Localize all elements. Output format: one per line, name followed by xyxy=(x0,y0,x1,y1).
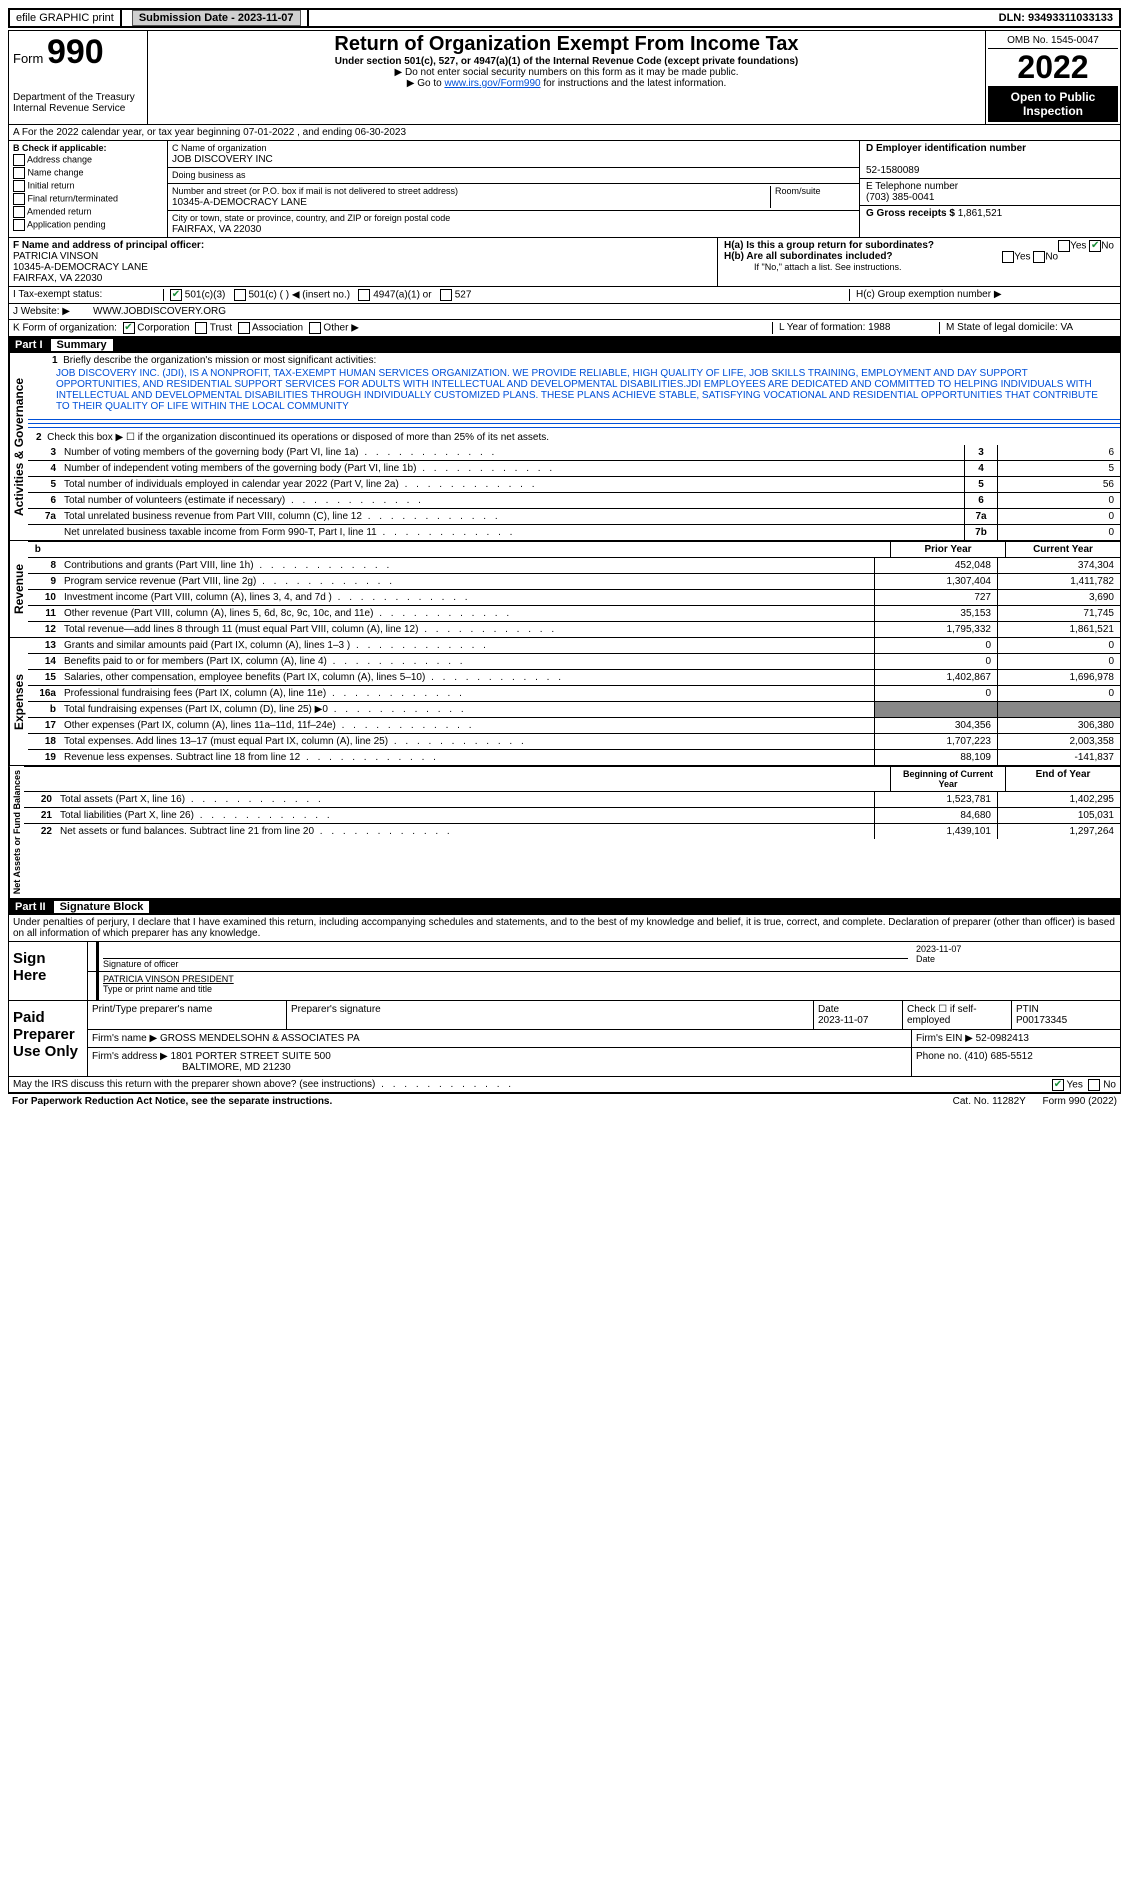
period-row: A For the 2022 calendar year, or tax yea… xyxy=(9,125,1120,141)
main-title: Return of Organization Exempt From Incom… xyxy=(152,33,981,56)
form-container: Form 990 Department of the Treasury Inte… xyxy=(8,30,1121,1094)
vlabel-revenue: Revenue xyxy=(9,541,28,637)
topbar: efile GRAPHIC print Submission Date - 20… xyxy=(8,8,1121,28)
dln-label: DLN: 93493311033133 xyxy=(993,10,1119,26)
box-c: C Name of organizationJOB DISCOVERY INC … xyxy=(168,141,859,237)
vlabel-netassets: Net Assets or Fund Balances xyxy=(9,766,24,898)
submission-date-button[interactable]: Submission Date - 2023-11-07 xyxy=(132,10,301,26)
cb-name: Name change xyxy=(13,167,163,179)
omb-label: OMB No. 1545-0047 xyxy=(988,33,1118,49)
pra-notice: For Paperwork Reduction Act Notice, see … xyxy=(12,1096,332,1107)
instruction-line1: ▶ Do not enter social security numbers o… xyxy=(152,67,981,78)
part1-header: Part ISummary xyxy=(9,337,1120,353)
declaration: Under penalties of perjury, I declare th… xyxy=(9,915,1120,942)
subtitle: Under section 501(c), 527, or 4947(a)(1)… xyxy=(152,56,981,67)
cb-pending: Application pending xyxy=(13,219,163,231)
box-h: H(a) Is this a group return for subordin… xyxy=(717,238,1120,286)
cb-amended: Amended return xyxy=(13,206,163,218)
vlabel-expenses: Expenses xyxy=(9,638,28,765)
part2-header: Part IISignature Block xyxy=(9,899,1120,915)
form-number: 990 xyxy=(47,33,104,71)
paid-preparer-label: Paid Preparer Use Only xyxy=(9,1001,87,1076)
cb-501c3[interactable] xyxy=(170,289,182,301)
form-prefix: Form xyxy=(13,51,43,66)
efile-label: efile GRAPHIC print xyxy=(10,10,122,26)
mission-text: JOB DISCOVERY INC. (JDI), IS A NONPROFIT… xyxy=(28,366,1120,416)
cb-initial: Initial return xyxy=(13,180,163,192)
irs-link[interactable]: www.irs.gov/Form990 xyxy=(444,78,540,89)
dept-label: Department of the Treasury Internal Reve… xyxy=(13,92,143,114)
tax-year: 2022 xyxy=(988,49,1118,86)
box-d: D Employer identification number52-15800… xyxy=(859,141,1120,237)
sign-here-label: Sign Here xyxy=(9,942,87,1000)
cb-address: Address change xyxy=(13,154,163,166)
vlabel-governance: Activities & Governance xyxy=(9,353,28,540)
box-f: F Name and address of principal officer:… xyxy=(9,238,717,286)
box-b: B Check if applicable: Address change Na… xyxy=(9,141,168,237)
cb-final: Final return/terminated xyxy=(13,193,163,205)
website-link[interactable]: WWW.JOBDISCOVERY.ORG xyxy=(93,306,226,317)
inspection-label: Open to Public Inspection xyxy=(988,86,1118,122)
